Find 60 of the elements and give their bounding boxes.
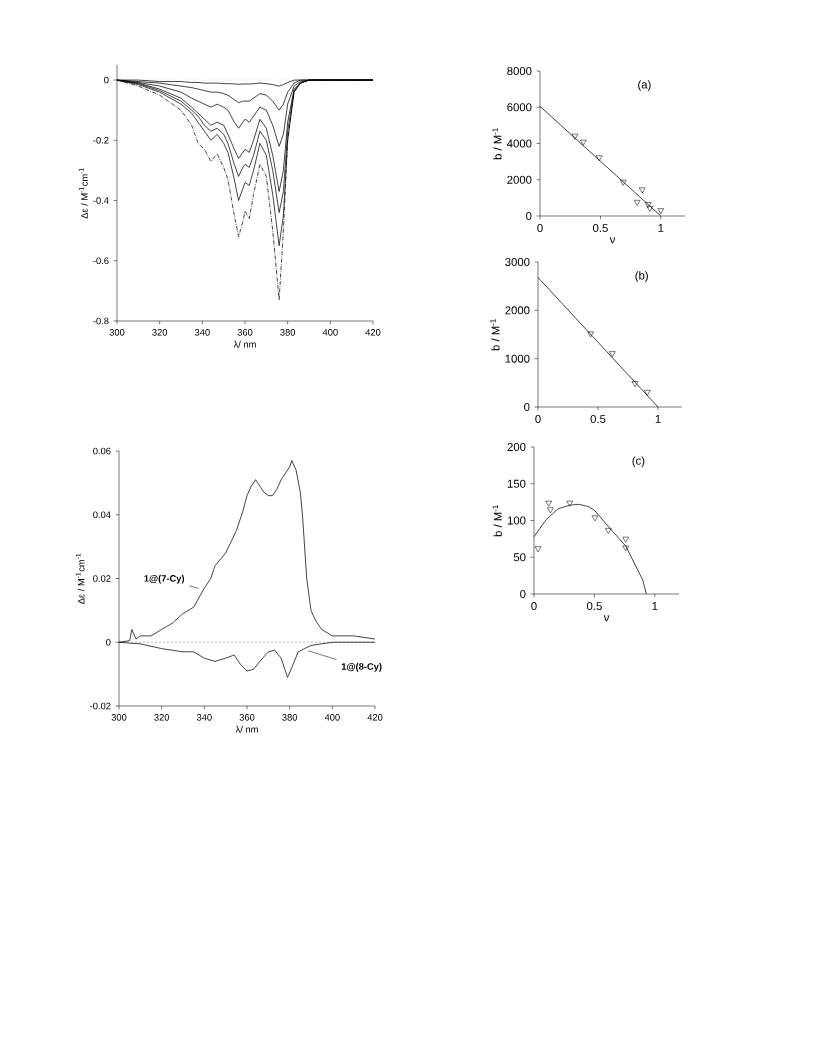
y-tick-label: 2000 [507,175,532,184]
y-tick-label: 200 [507,443,526,452]
text: (c) [632,456,645,467]
x-tick-label: 400 [324,714,340,721]
y-axis-title: Δε / M$^{-1}$cm$^{-1}$ [75,553,85,605]
y-tick-label: 3000 [505,258,530,267]
y-tick-label: -0.4 [93,197,109,204]
x-tick-label: 320 [152,329,168,336]
x-tick-label: 400 [322,329,338,336]
y-tick-label: 0 [104,76,109,84]
x-tick-label: 380 [280,329,296,336]
y-axis-title: b / M$^{-1}$ [492,505,502,537]
y-tick-label: 8000 [507,67,532,76]
y-tick-label: 0.04 [93,511,111,519]
y-tick-label: 100 [507,516,526,525]
y-tick-label: 0.06 [93,447,111,455]
text: 1@(7-Cy) [144,574,185,584]
x-tick-label: 360 [239,714,255,721]
x-axis-title: ν [603,615,609,622]
x-tick-label: 340 [196,714,212,721]
y-axis-title: b / M$^{-1}$ [490,319,500,351]
y-tick-label: 150 [507,479,526,488]
text: (b) [635,271,648,282]
y-tick-label: -0.6 [93,257,109,265]
x-tick-label: 380 [282,714,298,721]
x-tick-label: 420 [365,329,381,336]
y-axis-title: b / M$^{-1}$ [492,128,502,160]
y-tick-label: -0.2 [93,137,109,144]
y-tick-label: 0 [524,403,530,412]
x-tick-label: 320 [154,714,170,721]
y-tick-label: 6000 [507,103,532,112]
y-tick-label: 4000 [506,139,532,148]
x-tick-label: 0.5 [590,415,606,424]
y-tick-label: -0.8 [93,317,109,325]
x-tick-label: 420 [367,714,383,721]
x-tick-label: 300 [111,714,127,721]
x-axis-title: λ/ nm [233,340,256,348]
text: 1@(8-Cy) [341,662,382,672]
x-tick-label: 1 [655,415,661,423]
x-tick-label: 1 [658,224,664,232]
x-tick-label: 340 [194,329,210,336]
x-tick-label: 1 [652,602,658,610]
text: (a) [638,80,651,91]
y-tick-label: 2000 [505,306,530,315]
y-tick-label: -0.02 [90,702,111,710]
x-tick-label: 0 [537,224,543,233]
y-tick-label: 0 [520,590,526,599]
y-tick-label: 50 [513,553,526,562]
x-tick-label: 360 [237,329,253,336]
y-axis-title: Δε / M$^{-1}$cm$^{-1}$ [79,168,88,219]
x-tick-label: 300 [109,329,125,336]
y-tick-label: 0 [106,638,111,646]
y-tick-label: 0 [526,211,532,220]
x-axis-title: ν [609,237,615,244]
x-tick-label: 0.5 [592,224,608,233]
y-tick-label: 0.02 [93,575,111,582]
x-tick-label: 0 [535,415,541,424]
y-tick-label: 1000 [505,354,530,363]
x-tick-label: 0.5 [586,602,602,611]
x-axis-title: λ/ nm [235,725,258,733]
